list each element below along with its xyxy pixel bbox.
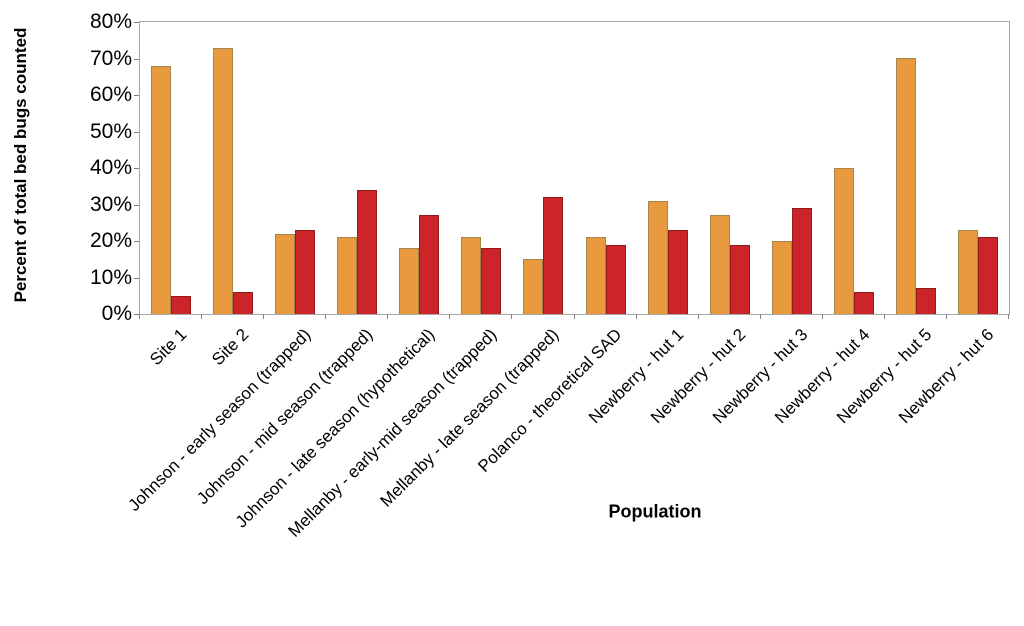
bar-group: [895, 58, 936, 314]
bar-group: [771, 208, 812, 314]
y-tick-label: 60%: [89, 83, 132, 106]
orange-bar: [151, 66, 172, 314]
red-bar: [295, 230, 316, 314]
x-tick-mark: [883, 314, 885, 319]
x-tick-mark: [635, 314, 637, 319]
x-tick-mark: [821, 314, 823, 319]
x-tick-mark: [945, 314, 947, 319]
y-tick-mark: [134, 22, 139, 23]
red-bar: [977, 237, 998, 314]
y-tick-mark: [134, 95, 139, 96]
red-bar: [853, 292, 874, 314]
bar-group: [523, 197, 564, 314]
orange-bar: [275, 234, 296, 314]
orange-bar: [709, 215, 730, 314]
x-tick-mark: [697, 314, 699, 319]
bar-group: [585, 237, 626, 314]
y-tick-label: 70%: [89, 46, 132, 70]
bar-group: [151, 66, 192, 314]
x-tick-mark: [263, 314, 265, 319]
y-tick-label: 10%: [89, 265, 132, 289]
red-bar: [543, 197, 564, 314]
y-tick-label: 50%: [89, 119, 132, 143]
y-tick-mark: [134, 314, 139, 315]
orange-bar: [461, 237, 482, 314]
y-tick-label: 20%: [89, 229, 132, 252]
orange-bar: [213, 48, 234, 314]
x-tick-mark: [449, 314, 451, 319]
y-tick-mark: [134, 204, 139, 206]
x-tick-mark: [325, 314, 327, 319]
x-tick-mark: [759, 314, 761, 319]
orange-bar: [957, 230, 978, 314]
red-bar: [481, 248, 502, 314]
y-tick-mark: [134, 277, 139, 279]
bar-group: [833, 168, 874, 314]
y-tick-label: 0%: [101, 302, 132, 325]
orange-bar: [399, 248, 420, 314]
bar-group: [957, 230, 998, 314]
x-tick-mark: [573, 314, 575, 319]
red-bar: [791, 208, 812, 314]
orange-bar: [833, 168, 854, 314]
y-tick-mark: [134, 241, 139, 242]
x-tick-mark: [139, 314, 140, 319]
red-bar: [729, 245, 750, 314]
red-bar: [605, 245, 626, 314]
y-tick-label: 80%: [89, 10, 132, 33]
x-tick-mark: [511, 314, 513, 319]
red-bar: [171, 296, 192, 314]
bar-group: [399, 215, 440, 314]
bar-group: [709, 215, 750, 314]
plot-area: [139, 21, 1010, 315]
y-tick-mark: [134, 168, 139, 169]
red-bar: [357, 190, 378, 314]
x-tick-mark: [387, 314, 389, 319]
orange-bar: [771, 241, 792, 314]
bar-group: [275, 230, 316, 314]
red-bar: [233, 292, 254, 314]
red-bar: [915, 288, 936, 314]
x-axis-title: Population: [608, 501, 702, 522]
x-tick-mark: [201, 314, 203, 319]
y-tick-label: 40%: [89, 156, 132, 179]
x-tick-mark: [1008, 314, 1009, 319]
y-tick-label: 30%: [89, 192, 132, 216]
y-tick-mark: [134, 58, 139, 60]
red-bar: [667, 230, 688, 314]
bar-group: [647, 201, 688, 314]
red-bar: [419, 215, 440, 314]
bar-group: [337, 190, 378, 314]
orange-bar: [585, 237, 606, 314]
y-axis-title: Percent of total bed bugs counted: [11, 27, 30, 303]
orange-bar: [647, 201, 668, 314]
bar-group: [461, 237, 502, 314]
orange-bar: [523, 259, 544, 314]
orange-bar: [895, 58, 916, 314]
bar-group: [213, 48, 254, 314]
y-tick-mark: [134, 131, 139, 133]
orange-bar: [337, 237, 358, 314]
